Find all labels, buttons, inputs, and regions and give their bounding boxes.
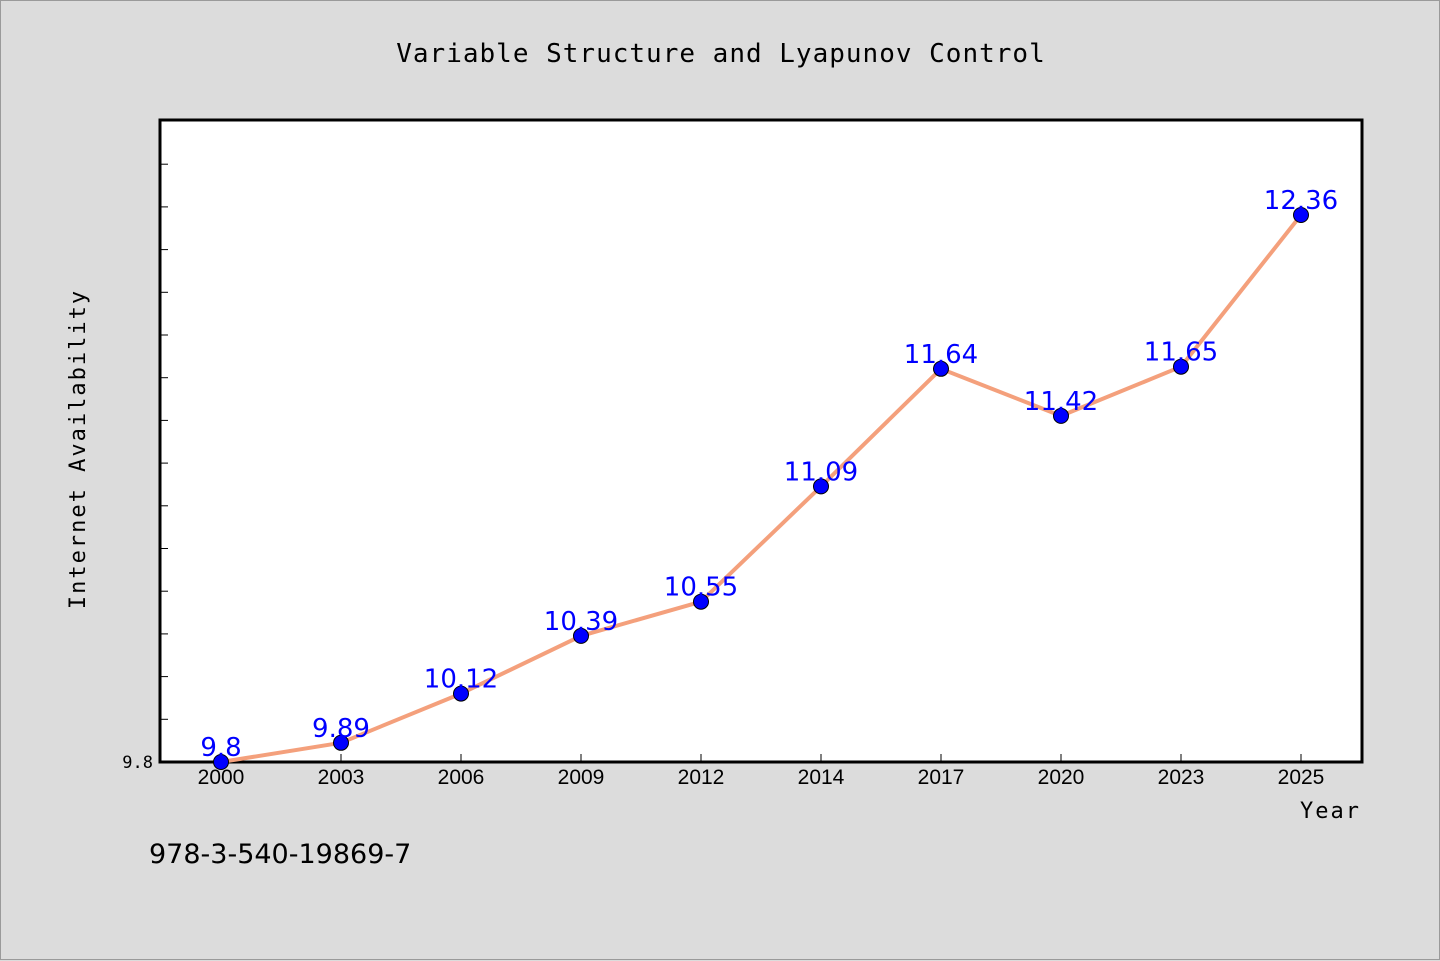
data-label: 10.12 bbox=[424, 665, 498, 695]
data-label: 12.36 bbox=[1264, 186, 1338, 216]
x-tick-label: 2023 bbox=[1158, 766, 1205, 789]
data-point bbox=[1293, 207, 1309, 223]
data-label: 11.65 bbox=[1144, 338, 1218, 368]
data-point bbox=[213, 754, 229, 770]
plot-area bbox=[158, 118, 1364, 764]
chart-title: Variable Structure and Lyapunov Control bbox=[396, 39, 1045, 69]
x-tick-label: 2014 bbox=[798, 766, 845, 789]
x-tick-label: 2020 bbox=[1038, 766, 1085, 789]
data-point bbox=[1053, 407, 1069, 424]
data-label: 10.39 bbox=[544, 607, 618, 637]
data-labels: 9.8 9.89 10.12 10.39 10.55 11.09 11.64 11.42 11.… bbox=[200, 186, 1338, 763]
data-point bbox=[573, 627, 589, 644]
x-tick-label: 2006 bbox=[438, 766, 485, 789]
y-axis-label: Internet Availability bbox=[66, 289, 91, 609]
data-point bbox=[453, 685, 469, 702]
x-tick-label: 2012 bbox=[678, 766, 725, 789]
data-label: 9.89 bbox=[312, 714, 370, 744]
y-axis-ticks bbox=[160, 163, 168, 720]
x-tick-labels: 2000 2003 2006 2009 2012 2014 2017 2020 2023 2025 bbox=[198, 766, 1325, 789]
data-label: 11.64 bbox=[904, 340, 978, 370]
x-axis-label: Year bbox=[1300, 799, 1361, 824]
data-point bbox=[693, 593, 709, 610]
data-point bbox=[813, 478, 829, 495]
data-label: 11.09 bbox=[784, 457, 858, 487]
x-tick-label: 2017 bbox=[918, 766, 965, 789]
series-line bbox=[219, 213, 1303, 764]
data-label: 9.8 bbox=[200, 733, 241, 763]
x-tick-label: 2025 bbox=[1278, 766, 1325, 789]
data-markers bbox=[213, 207, 1309, 770]
x-tick-label: 2000 bbox=[198, 766, 245, 789]
data-label: 10.55 bbox=[664, 573, 738, 603]
x-tick-label: 2009 bbox=[558, 766, 605, 789]
data-point bbox=[1173, 358, 1189, 375]
data-point bbox=[933, 360, 949, 377]
isbn-text: 978-3-540-19869-7 bbox=[149, 839, 411, 870]
x-tick-label: 2003 bbox=[318, 766, 365, 789]
data-point bbox=[333, 734, 349, 751]
y-tick-label: 9.8 bbox=[122, 753, 153, 773]
data-label: 11.42 bbox=[1024, 387, 1098, 417]
